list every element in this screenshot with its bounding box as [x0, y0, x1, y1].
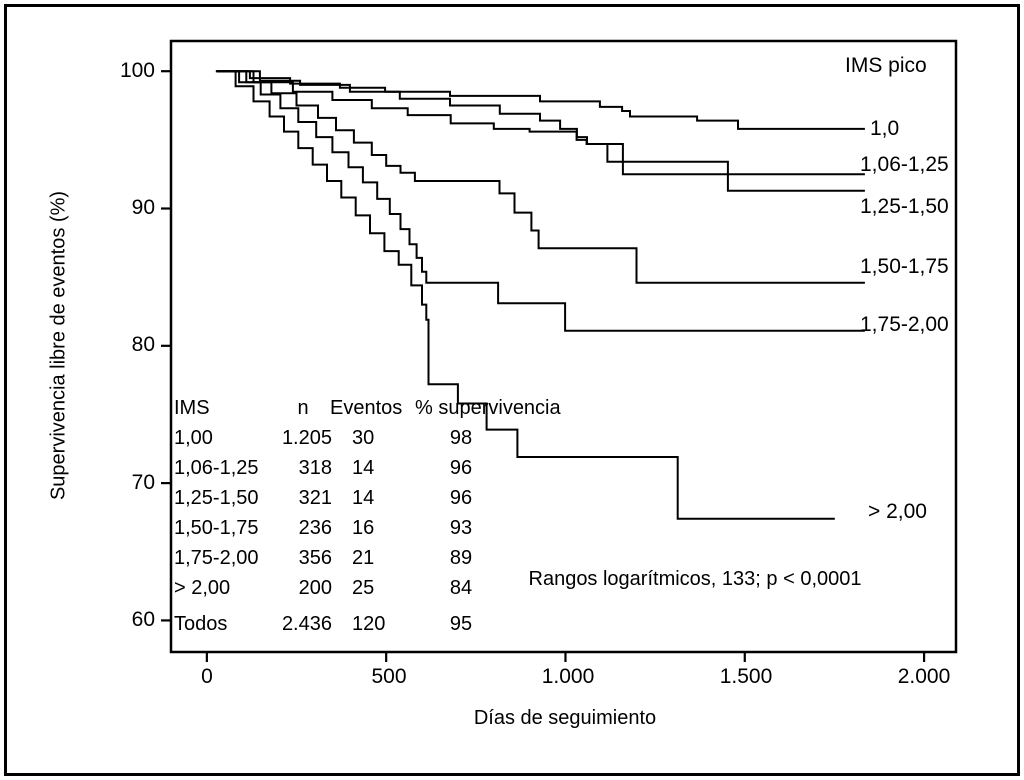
curve-label-gt-2-00: > 2,00 [868, 500, 927, 523]
y-tick-label-80: 80 [131, 333, 155, 356]
km-curve-4 [216, 70, 865, 332]
cell-pct: 96 [449, 487, 473, 509]
y-tick-label-90: 90 [131, 196, 155, 219]
figure-border [4, 4, 1020, 776]
cell-eventos: 30 [352, 427, 375, 449]
curve-label-1-75-2-00: 1,75-2,00 [860, 313, 949, 336]
table-row: 1,06-1,25 318 14 96 [174, 453, 604, 483]
legend-title: IMS pico [845, 54, 927, 77]
header-pct-supervivencia: % supervivencia [415, 397, 561, 419]
curve-label-1-50-1-75: 1,50-1,75 [860, 255, 949, 278]
cell-pct: 93 [449, 517, 473, 539]
y-tick-label-70: 70 [131, 471, 155, 494]
cell-eventos: 21 [352, 547, 375, 569]
x-tick-label-1500: 1.500 [719, 665, 773, 688]
x-tick-label-2000: 2.000 [897, 665, 951, 688]
header-n: n [297, 397, 309, 419]
cell-pct: 95 [449, 613, 473, 635]
cell-n: 236 [298, 517, 332, 539]
curve-label-1-06-1-25: 1,06-1,25 [860, 153, 949, 176]
cell-eventos: 25 [352, 577, 375, 599]
cell-ims: 1,06-1,25 [174, 457, 259, 479]
cell-pct: 96 [449, 457, 473, 479]
header-ims: IMS [174, 397, 210, 419]
y-tick-label-60: 60 [131, 608, 155, 631]
cell-n: 321 [298, 487, 332, 509]
x-axis-title: Días de seguimiento [473, 707, 657, 729]
table-row-total: Todos 2.436 120 95 [174, 609, 604, 639]
cell-eventos: 14 [352, 487, 375, 509]
cell-eventos: 16 [352, 517, 375, 539]
cell-pct: 84 [449, 577, 473, 599]
cell-ims: > 2,00 [174, 577, 231, 599]
table-row: 1,75-2,00 356 21 89 [174, 543, 604, 573]
cell-n: 318 [298, 457, 332, 479]
cell-n: 2.436 [281, 613, 332, 635]
cell-n: 1.205 [281, 427, 332, 449]
x-tick-label-500: 500 [371, 665, 407, 688]
x-tick-label-0: 0 [201, 665, 213, 688]
cell-eventos: 120 [352, 613, 386, 635]
curve-label-1-0: 1,0 [870, 117, 900, 140]
x-tick-label-1000: 1.000 [541, 665, 595, 688]
summary-table: IMS n Eventos % supervivencia 1,00 1.205… [174, 393, 604, 639]
table-row: 1,50-1,75 236 16 93 [174, 513, 604, 543]
cell-pct: 89 [449, 547, 473, 569]
cell-eventos: 14 [352, 457, 375, 479]
km-curve-2 [216, 70, 865, 192]
cell-ims: 1,00 [174, 427, 213, 449]
table-row: > 2,00 200 25 84 [174, 573, 604, 603]
km-curve-1 [216, 70, 865, 176]
logrank-annotation: Rangos logarítmicos, 133; p < 0,0001 [528, 568, 862, 590]
km-curve-5 [216, 70, 835, 520]
cell-ims: Todos [174, 613, 228, 635]
summary-table-header: IMS n Eventos % supervivencia [174, 393, 604, 423]
header-eventos: Eventos [330, 397, 403, 419]
cell-ims: 1,50-1,75 [174, 517, 259, 539]
y-axis-title: Supervivencia libre de eventos (%) [47, 190, 70, 501]
y-tick-label-100: 100 [119, 59, 155, 82]
table-row: 1,00 1.205 30 98 [174, 423, 604, 453]
km-curve-3 [216, 70, 865, 284]
table-row: 1,25-1,50 321 14 96 [174, 483, 604, 513]
cell-ims: 1,75-2,00 [174, 547, 259, 569]
cell-n: 356 [298, 547, 332, 569]
cell-pct: 98 [449, 427, 473, 449]
curve-label-1-25-1-50: 1,25-1,50 [860, 195, 949, 218]
cell-n: 200 [298, 577, 332, 599]
cell-ims: 1,25-1,50 [174, 487, 259, 509]
